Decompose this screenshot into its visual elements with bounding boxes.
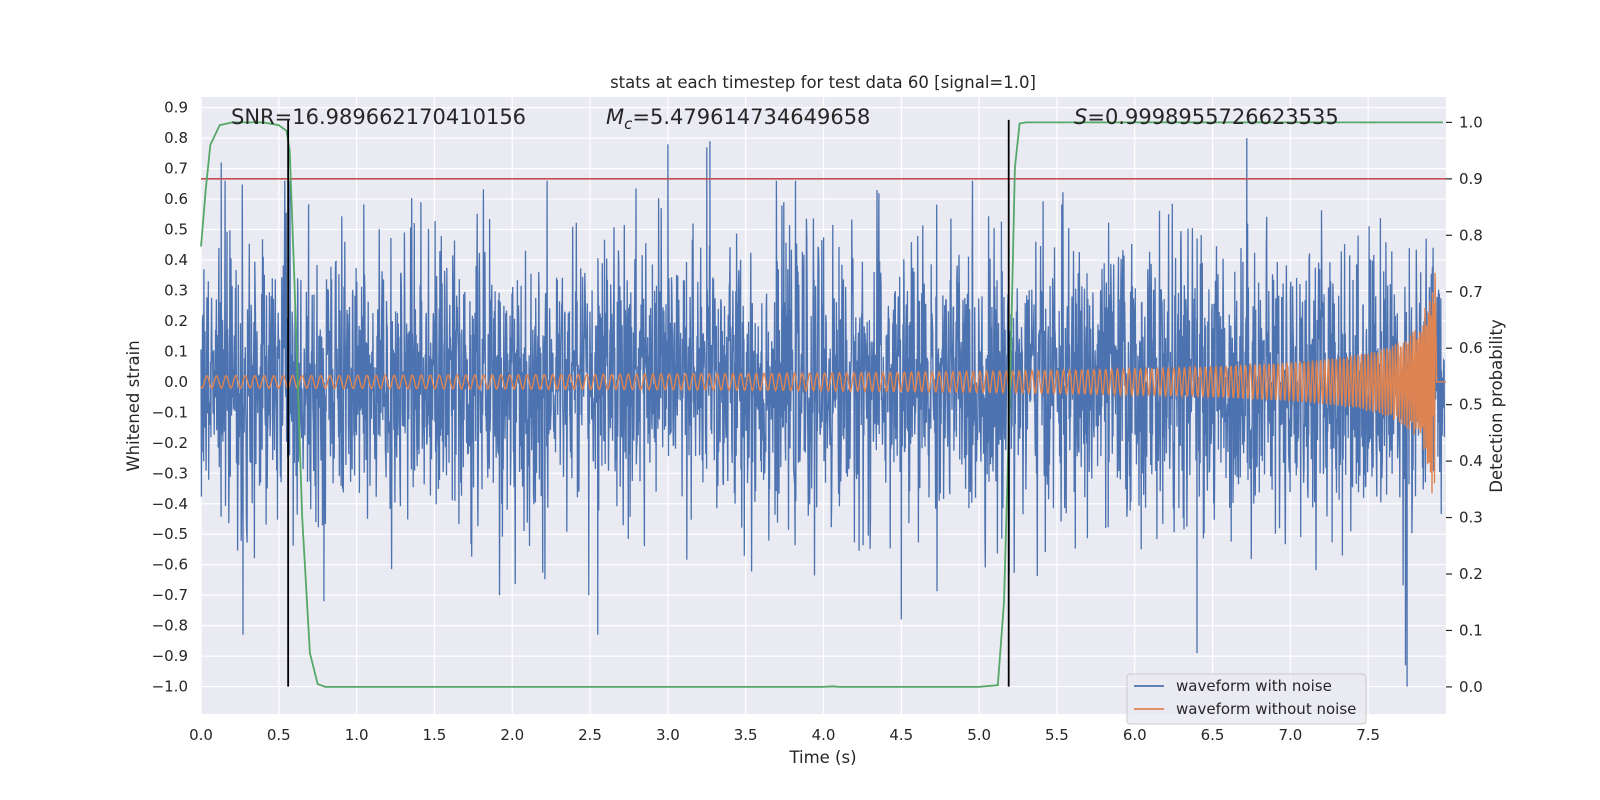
y-axis-label: Whitened strain xyxy=(124,340,143,471)
y-tick-label: 0.2 xyxy=(164,312,188,330)
y-tick-label: −1.0 xyxy=(152,678,188,696)
legend-box xyxy=(1126,673,1367,725)
plot-area xyxy=(200,119,1446,688)
y2-tick-label: 0.1 xyxy=(1459,621,1483,639)
y-tick-label: −0.3 xyxy=(152,464,188,482)
series-detection-probability xyxy=(200,121,1443,688)
x-tick-label: 1.0 xyxy=(345,726,369,744)
chirp-mass-symbol: M xyxy=(606,105,624,129)
y-tick-label: −0.8 xyxy=(152,617,188,635)
legend: waveform with noise waveform without noi… xyxy=(1126,673,1367,725)
x-tick-label: 3.5 xyxy=(734,726,758,744)
y-tick-label: −0.2 xyxy=(152,434,188,452)
x-tick-label: 0.0 xyxy=(189,726,213,744)
x-tick-label: 2.0 xyxy=(500,726,524,744)
y2-tick-label: 0.6 xyxy=(1459,339,1483,357)
series-waveform-with-noise xyxy=(200,138,1446,687)
x-tick-label: 6.5 xyxy=(1201,726,1225,744)
y2-tick-label: 0.8 xyxy=(1459,226,1483,244)
y-tick-label: −0.5 xyxy=(152,525,188,543)
x-tick-label: 3.0 xyxy=(656,726,680,744)
chart-title: stats at each timestep for test data 60 … xyxy=(610,73,1036,92)
x-tick-label: 1.5 xyxy=(423,726,447,744)
y2-axis-label: Detection probability xyxy=(1487,319,1506,493)
legend-label-clean: waveform without noise xyxy=(1176,700,1356,718)
x-tick-label: 0.5 xyxy=(267,726,291,744)
statistic-value: =0.9998955726623535 xyxy=(1087,105,1338,129)
y-tick-label: 0.8 xyxy=(164,129,188,147)
x-axis-label: Time (s) xyxy=(788,748,856,767)
chirp-mass-annotation: Mc=5.479614734649658 xyxy=(606,105,870,133)
y-tick-label: 0.7 xyxy=(164,160,188,178)
snr-annotation: SNR=16.989662170410156 xyxy=(231,105,526,129)
y2-tick-label: 0.5 xyxy=(1459,396,1483,414)
chirp-mass-subscript: c xyxy=(624,115,633,133)
y-tick-label: 0.0 xyxy=(164,373,188,391)
y2-tick-label: 0.9 xyxy=(1459,170,1483,188)
y-tick-label: −0.9 xyxy=(152,647,188,665)
statistic-annotation: S=0.9998955726623535 xyxy=(1074,105,1339,129)
y-tick-label: 0.9 xyxy=(164,99,188,117)
y-tick-label: 0.5 xyxy=(164,221,188,239)
legend-label-noisy: waveform with noise xyxy=(1176,677,1332,695)
x-tick-label: 4.5 xyxy=(889,726,913,744)
x-tick-label: 7.5 xyxy=(1356,726,1380,744)
y2-tick-label: 0.7 xyxy=(1459,283,1483,301)
y-tick-label: 0.6 xyxy=(164,190,188,208)
chirp-mass-value: =5.479614734649658 xyxy=(632,105,870,129)
statistic-symbol: S xyxy=(1074,105,1087,129)
x-tick-label: 7.0 xyxy=(1278,726,1302,744)
y2-tick-label: 1.0 xyxy=(1459,113,1483,131)
x-tick-label: 5.0 xyxy=(967,726,991,744)
x-tick-label: 2.5 xyxy=(578,726,602,744)
y-tick-label: 0.1 xyxy=(164,342,188,360)
y2-tick-label: 0.3 xyxy=(1459,509,1483,527)
series-waveform-without-noise xyxy=(200,272,1446,494)
y-tick-label: 0.3 xyxy=(164,281,188,299)
y-tick-label: −0.1 xyxy=(152,403,188,421)
x-tick-label: 6.0 xyxy=(1123,726,1147,744)
y-tick-label: −0.4 xyxy=(152,495,188,513)
y2-tick-label: 0.0 xyxy=(1459,678,1483,696)
y2-tick-label: 0.2 xyxy=(1459,565,1483,583)
y-tick-label: 0.4 xyxy=(164,251,188,269)
y2-tick-label: 0.4 xyxy=(1459,452,1483,470)
y-tick-label: −0.7 xyxy=(152,586,188,604)
x-tick-label: 5.5 xyxy=(1045,726,1069,744)
axis-ticks: 0.0 0.5 1.0 1.5 2.0 2.5 3.0 3.5 4.0 4.5 5.0 5.5 6.0 6… xyxy=(152,99,1483,744)
x-tick-label: 4.0 xyxy=(812,726,836,744)
y-tick-label: −0.6 xyxy=(152,556,188,574)
